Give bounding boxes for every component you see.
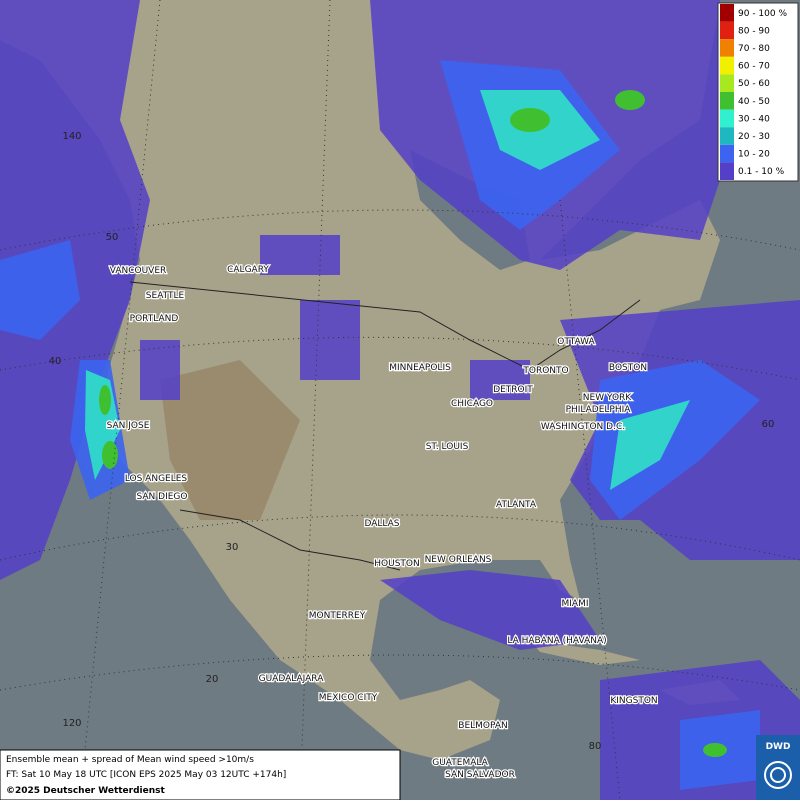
- footer-line: FT: Sat 10 May 18 UTC [ICON EPS 2025 May…: [6, 770, 286, 780]
- city-label: NEW YORK: [583, 393, 633, 403]
- city-label: LOS ANGELES: [125, 474, 188, 484]
- legend-swatch: [720, 21, 734, 40]
- footer-line: Ensemble mean + spread of Mean wind spee…: [6, 755, 254, 765]
- legend-swatch: [720, 39, 734, 57]
- city-label: MONTERREY: [309, 611, 366, 621]
- legend-label: 40 - 50: [738, 97, 770, 107]
- wind-areas-40-50: [99, 90, 727, 757]
- grid-label: 30: [226, 542, 239, 553]
- city-label: GUATEMALA: [432, 758, 488, 768]
- footer-line: ©2025 Deutscher Wetterdienst: [6, 786, 165, 796]
- city-label: PORTLAND: [130, 314, 179, 324]
- city-label: KINGSTON: [610, 696, 657, 706]
- legend-swatch: [720, 56, 734, 75]
- legend-swatch: [720, 162, 734, 180]
- legend-label: 20 - 30: [738, 132, 770, 142]
- legend-label: 10 - 20: [738, 150, 770, 160]
- city-label: SEATTLE: [146, 291, 185, 301]
- city-label: BOSTON: [609, 363, 647, 373]
- legend-swatch: [720, 74, 734, 92]
- legend-label: 0.1 - 10 %: [738, 167, 785, 177]
- grid-label: 40: [49, 356, 62, 367]
- logo: DWD: [766, 742, 791, 752]
- city-label: SAN SALVADOR: [445, 770, 515, 780]
- city-label: CALGARY: [227, 265, 269, 275]
- city-label: OTTAWA: [557, 337, 595, 347]
- footer-box: [0, 749, 401, 801]
- legend-label: 30 - 40: [738, 114, 770, 124]
- legend-swatch: [720, 109, 734, 128]
- city-label: HOUSTON: [374, 559, 419, 569]
- city-label: LA HABANA (HAVANA): [507, 636, 606, 646]
- city-label: VANCOUVER: [110, 266, 167, 276]
- grid-label: 20: [206, 674, 219, 685]
- city-label: BELMOPAN: [458, 721, 507, 731]
- wind-areas-20-40: [85, 90, 690, 490]
- legend-label: 50 - 60: [738, 79, 770, 89]
- border: [129, 281, 641, 371]
- mountains: [160, 360, 300, 520]
- grid-label: 60: [762, 419, 775, 430]
- legend-swatch: [720, 4, 734, 22]
- city-label: ATLANTA: [496, 500, 537, 510]
- legend-label: 70 - 80: [738, 44, 770, 54]
- legend-swatch: [720, 127, 734, 145]
- city-label: DETROIT: [493, 385, 533, 395]
- city-label: SAN JOSE: [107, 421, 150, 431]
- city-label: SAN DIEGO: [137, 492, 188, 502]
- city-label: GUADALAJARA: [259, 674, 325, 684]
- grid-label: 140: [62, 131, 81, 142]
- city-label: MIAMI: [562, 599, 589, 609]
- legend-label: 60 - 70: [738, 62, 770, 72]
- city-label: MINNEAPOLIS: [389, 363, 451, 373]
- legend: 90 - 100 % 80 - 90 70 - 80 60 - 70 50 - 60 40…: [717, 2, 799, 182]
- border: [179, 509, 401, 571]
- legend-label: 90 - 100 %: [738, 9, 787, 19]
- city-label: WASHINGTON D.C.: [541, 422, 625, 432]
- grid-label: 120: [62, 718, 81, 729]
- grid-label: 80: [589, 741, 602, 752]
- city-label: ST. LOUIS: [426, 442, 469, 452]
- logo-icon: [764, 761, 792, 789]
- legend-label: 80 - 90: [738, 26, 770, 36]
- city-label: CHICAGO: [451, 399, 493, 409]
- legend-swatch: [720, 144, 734, 163]
- legend-swatch: [720, 92, 734, 110]
- city-label: PHILADELPHIA: [566, 405, 632, 415]
- city-label: NEW ORLEANS: [425, 555, 492, 565]
- grid-label: 50: [106, 232, 119, 243]
- city-label: DALLAS: [364, 519, 399, 529]
- city-label: TORONTO: [522, 366, 568, 376]
- logo-icon: [770, 767, 786, 783]
- city-label: MEXICO CITY: [319, 693, 378, 703]
